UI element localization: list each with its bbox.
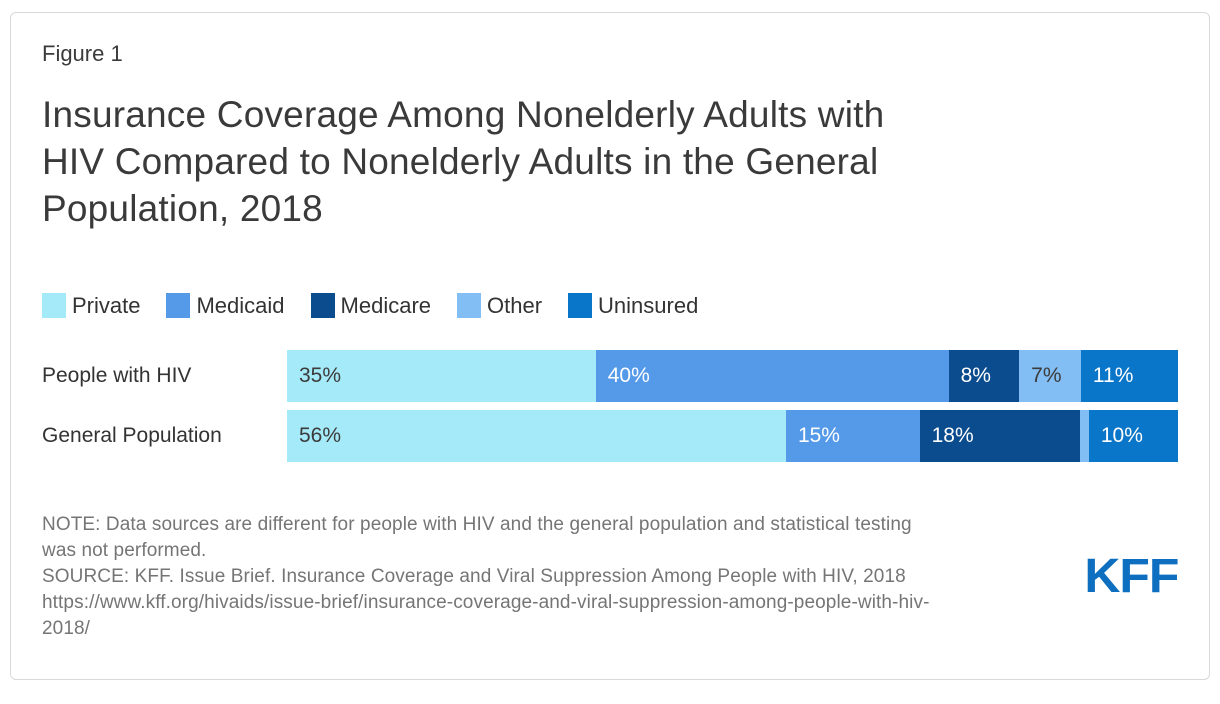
legend-label-other: Other (487, 292, 543, 318)
chart-legend: Private Medicaid Medicare Other Uninsured (42, 292, 1178, 319)
bar-segment-uninsured-people-with-hiv: 11% (1080, 350, 1178, 402)
legend-item-uninsured: Uninsured (568, 293, 698, 319)
bar-people-with-hiv: 35% 40% 8% 7% 11% (287, 350, 1178, 402)
figure-number-label: Figure 1 (42, 41, 123, 66)
source-url-line: https://www.kff.org/hivaids/issue-brief/… (42, 592, 930, 613)
chart-notes: NOTE: Data sources are different for peo… (42, 512, 1178, 642)
bar-segment-medicare-general-population: 18% (919, 410, 1080, 462)
legend-label-medicaid: Medicaid (196, 292, 285, 318)
legend-swatch-medicare (310, 293, 335, 318)
bar-segment-other-general-population (1079, 410, 1089, 462)
legend-label-uninsured: Uninsured (598, 292, 699, 318)
legend-swatch-other (457, 293, 482, 318)
chart-row-general-population: General Population 56% 15% 18% 10% (42, 410, 1178, 462)
legend-item-medicare: Medicare (310, 292, 432, 319)
legend-swatch-private (42, 293, 66, 318)
chart-row-people-with-hiv: People with HIV 35% 40% 8% 7% 11% (42, 350, 1178, 402)
bar-segment-private-general-population: 56% (287, 410, 786, 462)
chart-title-line-2: HIV Compared to Nonelderly Adults in the… (42, 141, 879, 182)
row-label-general-population: General Population (42, 424, 222, 447)
legend-item-private: Private (42, 293, 140, 319)
bar-segment-other-people-with-hiv: 7% (1019, 350, 1081, 402)
note-line: was not performed. (42, 540, 207, 561)
legend-item-other: Other (457, 293, 542, 319)
source-line: SOURCE: KFF. Issue Brief. Insurance Cove… (42, 566, 906, 587)
segment-value-label: 8% (960, 364, 991, 387)
legend-label-private: Private (72, 292, 141, 318)
segment-value-label: 7% (1031, 364, 1062, 387)
legend-swatch-medicaid (166, 293, 191, 318)
segment-value-label: 35% (299, 364, 342, 387)
kff-logo: KFF (1084, 550, 1179, 603)
segment-value-label: 18% (931, 424, 974, 447)
chart-title-line-1: Insurance Coverage Among Nonelderly Adul… (42, 94, 885, 135)
stacked-bar-chart: People with HIV 35% 40% 8% 7% 11% General Popu… (42, 350, 1178, 462)
legend-item-medicaid: Medicaid (166, 292, 285, 319)
chart-title-line-3: Population, 2018 (42, 188, 323, 229)
source-url-line: 2018/ (42, 618, 91, 639)
legend-label-medicare: Medicare (340, 292, 432, 318)
bar-general-population: 56% 15% 18% 10% (287, 410, 1178, 462)
bar-segment-uninsured-general-population: 10% (1088, 410, 1178, 462)
segment-value-label: 10% (1100, 424, 1143, 447)
bar-segment-medicaid-general-population: 15% (785, 410, 920, 462)
segment-value-label: 15% (797, 424, 840, 447)
figure-card: Figure 1 Insurance Coverage Among Noneld… (10, 12, 1210, 680)
note-line: NOTE: Data sources are different for peo… (42, 514, 912, 535)
bar-segment-medicaid-people-with-hiv: 40% (595, 350, 949, 402)
segment-value-label: 11% (1092, 364, 1134, 387)
legend-swatch-uninsured (568, 293, 593, 318)
bar-segment-medicare-people-with-hiv: 8% (948, 350, 1020, 402)
row-label-people-with-hiv: People with HIV (42, 364, 192, 387)
segment-value-label: 40% (607, 364, 650, 387)
chart-title: Insurance Coverage Among Nonelderly Adul… (42, 91, 1178, 232)
bar-segment-private-people-with-hiv: 35% (287, 350, 596, 402)
segment-value-label: 56% (299, 424, 342, 447)
